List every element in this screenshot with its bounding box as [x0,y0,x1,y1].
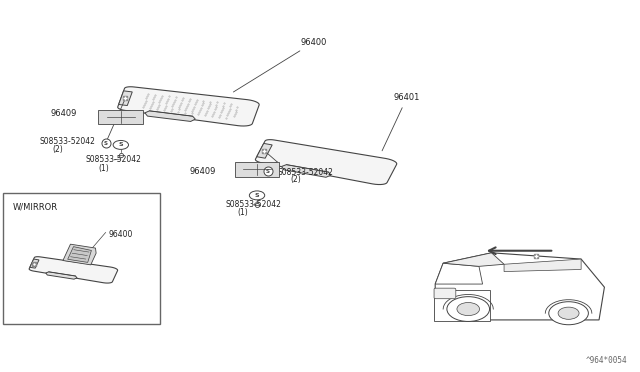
Text: 96400: 96400 [109,230,133,239]
Text: S08533-52042: S08533-52042 [277,167,333,177]
Polygon shape [282,165,331,177]
Text: S: S [255,193,259,198]
Circle shape [558,307,579,319]
FancyBboxPatch shape [434,290,490,321]
Text: 96409: 96409 [51,109,77,118]
Text: ^964*0054: ^964*0054 [586,356,627,365]
Text: W/MIRROR: W/MIRROR [13,203,58,212]
Polygon shape [30,259,39,268]
Text: S08533-52042: S08533-52042 [40,137,95,146]
FancyBboxPatch shape [434,288,456,299]
Polygon shape [46,272,77,279]
Polygon shape [63,244,96,265]
Circle shape [548,302,588,325]
Polygon shape [118,87,259,126]
Polygon shape [257,144,272,158]
Text: (2): (2) [52,145,63,154]
Circle shape [113,141,129,150]
Circle shape [447,296,490,321]
Polygon shape [145,111,195,121]
Polygon shape [118,91,132,106]
Circle shape [457,302,479,315]
Text: S08533-52042: S08533-52042 [225,200,281,209]
Polygon shape [435,253,604,320]
Text: S: S [104,141,108,146]
Polygon shape [255,140,397,185]
Text: 96401: 96401 [382,93,420,151]
FancyBboxPatch shape [235,162,280,177]
Text: 96409: 96409 [190,167,216,176]
Polygon shape [68,247,92,262]
Text: S: S [118,142,123,147]
Polygon shape [29,257,118,283]
Text: (2): (2) [290,175,301,184]
Polygon shape [504,259,581,272]
Text: S: S [266,169,269,174]
Polygon shape [443,253,504,266]
Polygon shape [435,263,483,284]
Text: (1): (1) [238,208,248,217]
Text: (1): (1) [99,164,109,173]
Circle shape [250,191,265,200]
Bar [3,193,160,324]
Text: S08533-52042: S08533-52042 [86,155,141,164]
FancyBboxPatch shape [99,110,143,124]
Text: 96400: 96400 [234,38,327,92]
